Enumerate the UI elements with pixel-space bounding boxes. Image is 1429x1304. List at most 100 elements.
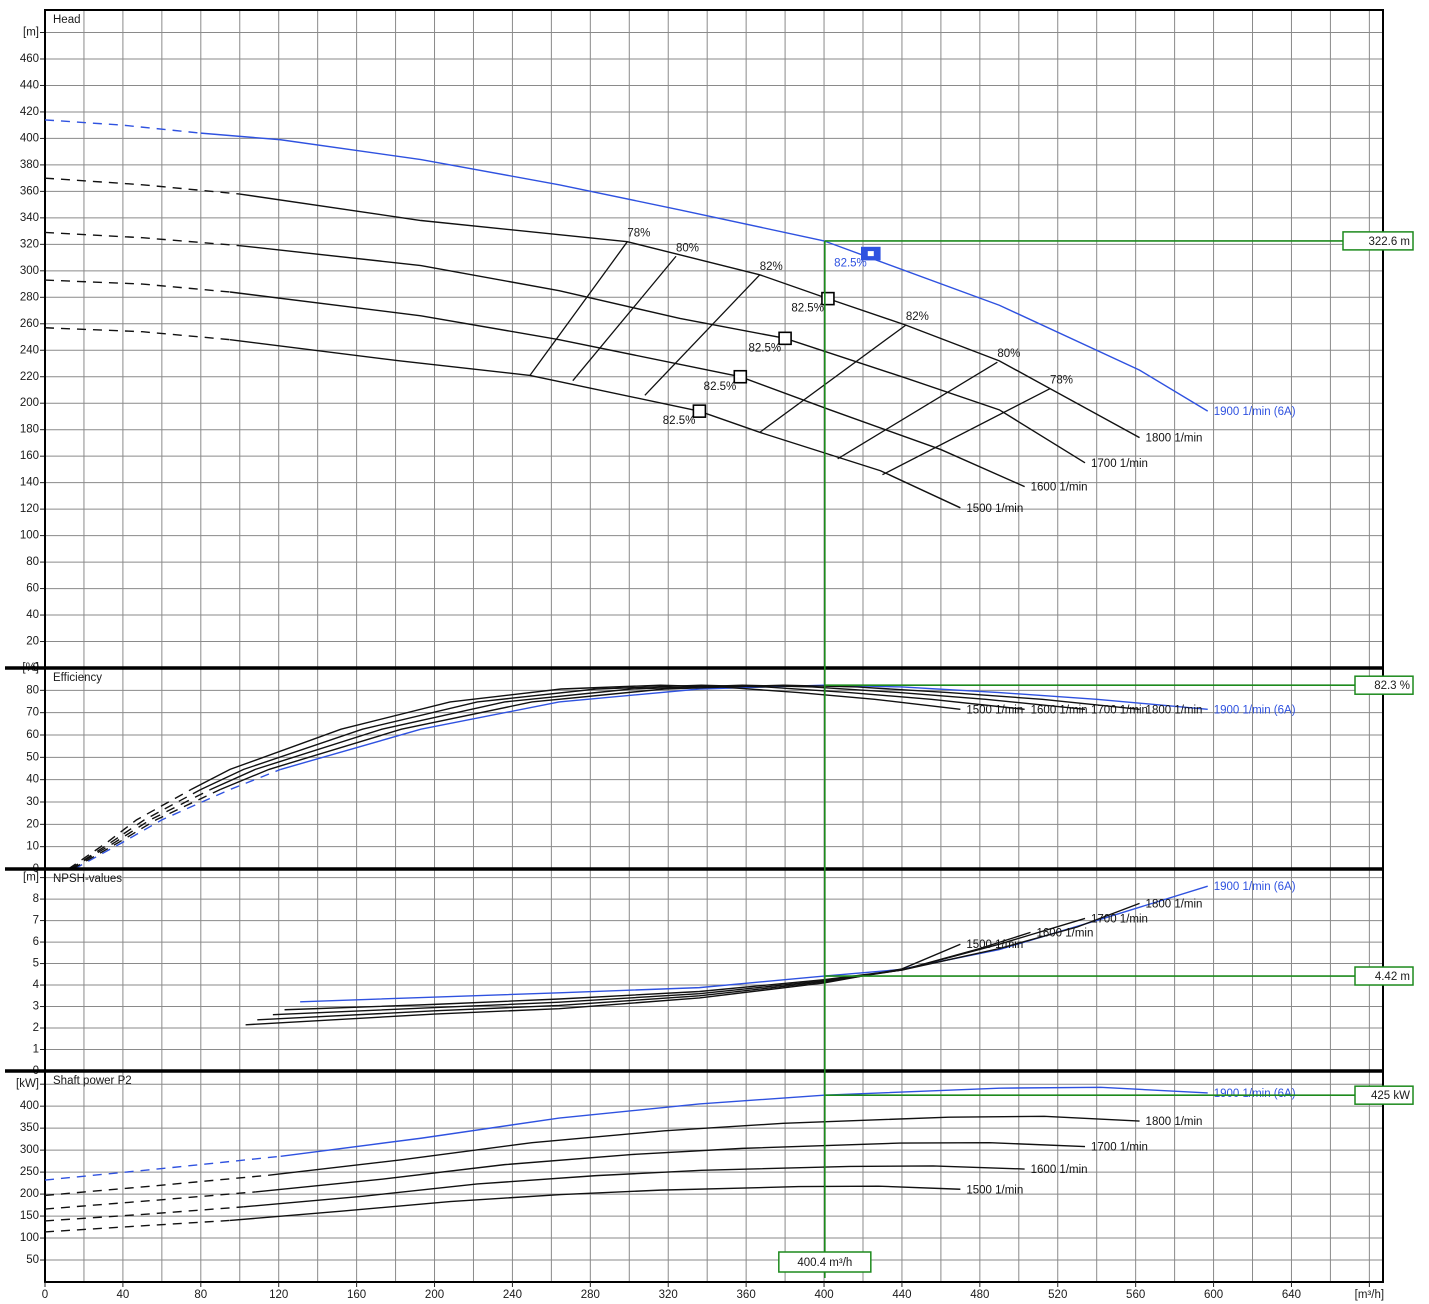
curve-label: 1800 1/min [1146, 1116, 1203, 1128]
operating-value-box [1354, 675, 1414, 695]
x-tick-label: 640 [1282, 1289, 1301, 1301]
bep-label: 82.5% [704, 381, 737, 393]
panel-title: Head [53, 14, 81, 26]
y-tick-label: 30 [26, 796, 39, 808]
iso-efficiency-line [644, 274, 761, 396]
curve-label: 1500 1/min [966, 503, 1023, 515]
curve [67, 788, 192, 870]
y-tick-label: 7 [33, 915, 39, 927]
y-tick-label: 40 [26, 609, 39, 621]
curve-label: 1500 1/min [966, 704, 1023, 716]
curve [239, 193, 1140, 439]
x-tick-label: 400 [814, 1289, 833, 1301]
iso-efficiency-line [529, 241, 628, 376]
y-tick-label: 140 [20, 477, 39, 489]
curve [44, 119, 201, 134]
y-tick-label: 1 [33, 1044, 39, 1056]
y-tick-label: 400 [20, 1100, 39, 1112]
y-tick-label: 3 [33, 1001, 39, 1013]
y-tick-label: 120 [20, 503, 39, 515]
curve [69, 788, 211, 870]
curve [239, 244, 1086, 464]
iso-efficiency-line [572, 255, 677, 382]
curve [71, 788, 221, 870]
x-tick-label: 560 [1126, 1289, 1145, 1301]
curve-label: 1900 1/min (6A) [1214, 1088, 1296, 1100]
x-tick-label: [m³/h] [1355, 1289, 1384, 1301]
operating-value-label: 322.6 m [1368, 236, 1410, 248]
bep-marker [778, 331, 792, 346]
y-tick-label: 80 [26, 556, 39, 568]
curve [73, 768, 281, 870]
y-tick-label: 420 [20, 106, 39, 118]
x-tick-label: 40 [117, 1289, 130, 1301]
y-tick-label: 60 [26, 583, 39, 595]
y-tick-label: 300 [20, 1144, 39, 1156]
curve [255, 1141, 1086, 1193]
iso-efficiency-label: 80% [676, 242, 699, 254]
y-tick-label: 350 [20, 1122, 39, 1134]
y-tick-label: 70 [26, 707, 39, 719]
y-tick-label: [kW] [16, 1078, 39, 1090]
y-tick-label: 280 [20, 291, 39, 303]
operating-value-box [1354, 1085, 1414, 1105]
y-tick-label: 160 [20, 450, 39, 462]
panel-title: Shaft power P2 [53, 1075, 132, 1087]
curve [190, 684, 961, 791]
y-tick-label: 50 [26, 1254, 39, 1266]
operating-value-label: 82.3 % [1374, 680, 1410, 692]
y-tick-label: 250 [20, 1166, 39, 1178]
iso-efficiency-label: 82% [760, 261, 783, 273]
curve [210, 684, 1086, 791]
y-tick-label: 40 [26, 774, 39, 786]
y-tick-label: 400 [20, 132, 39, 144]
curve [44, 1191, 256, 1210]
curve [44, 1206, 244, 1222]
curve [44, 231, 240, 247]
y-tick-label: 150 [20, 1210, 39, 1222]
operating-value-box [1354, 966, 1414, 986]
y-tick-label: 220 [20, 371, 39, 383]
iso-efficiency-label: 82% [906, 311, 929, 323]
curve-label: 1600 1/min [1031, 704, 1088, 716]
y-tick-label: 200 [20, 1188, 39, 1200]
curve [69, 788, 202, 870]
x-tick-label: 600 [1204, 1289, 1223, 1301]
bep-marker [692, 404, 707, 418]
curve [200, 132, 1209, 412]
bep-marker [733, 369, 748, 384]
bep-marker-core [867, 251, 874, 257]
curve [245, 943, 961, 1026]
bep-label: 82.5% [834, 258, 867, 270]
panel-frame [44, 9, 1384, 669]
y-tick-label: 380 [20, 159, 39, 171]
curve-label: 1800 1/min [1146, 898, 1203, 910]
y-tick-label: 5 [33, 958, 39, 970]
y-tick-label: 440 [20, 79, 39, 91]
curve [44, 1219, 231, 1233]
x-tick-label: 320 [659, 1289, 678, 1301]
curve [200, 684, 1025, 791]
curve [44, 177, 240, 195]
curve-label: 1600 1/min [1031, 482, 1088, 494]
y-tick-label: 10 [26, 841, 39, 853]
y-tick-label: 180 [20, 424, 39, 436]
iso-efficiency-line [759, 324, 907, 433]
iso-efficiency-line [837, 361, 998, 460]
operating-value-label: 425 kW [1371, 1090, 1410, 1102]
y-tick-label: 240 [20, 344, 39, 356]
y-tick-label: 320 [20, 238, 39, 250]
curve [44, 279, 231, 293]
x-tick-label: 200 [425, 1289, 444, 1301]
y-tick-label: 200 [20, 397, 39, 409]
x-tick-label: 280 [581, 1289, 600, 1301]
curve-label: 1500 1/min [966, 1184, 1023, 1196]
curve-label: 1900 1/min (6A) [1214, 881, 1296, 893]
curve [257, 931, 1031, 1021]
x-tick-label: 120 [269, 1289, 288, 1301]
curve [268, 1115, 1140, 1176]
iso-efficiency-label: 78% [1050, 375, 1073, 387]
y-tick-label: 100 [20, 1232, 39, 1244]
panel-title: NPSH-values [53, 873, 122, 885]
